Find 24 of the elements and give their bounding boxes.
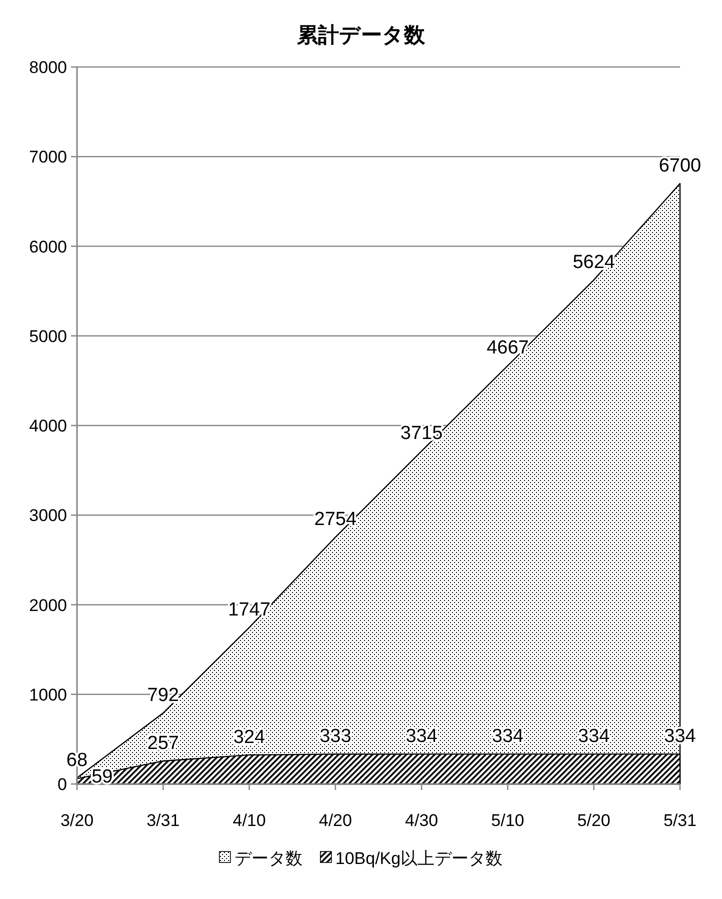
legend-label: データ数 bbox=[234, 849, 302, 868]
x-tick-label: 5/20 bbox=[577, 811, 610, 830]
x-tick-label: 3/20 bbox=[60, 811, 94, 830]
data-label: 68 bbox=[66, 750, 88, 771]
y-tick-label: 5000 bbox=[29, 326, 67, 346]
x-tick-label: 4/20 bbox=[318, 811, 352, 830]
data-label: 792 bbox=[147, 685, 179, 706]
y-tick-label: 8000 bbox=[29, 58, 67, 77]
x-tick-label: 4/10 bbox=[232, 811, 266, 830]
x-tick-label: 3/31 bbox=[146, 811, 180, 830]
legend-label: 10Bq/Kg以上データ数 bbox=[335, 849, 503, 868]
data-label: 4667 bbox=[486, 338, 529, 359]
x-tick-label: 5/31 bbox=[663, 811, 697, 830]
y-tick-label: 3000 bbox=[29, 506, 67, 526]
data-label: 6700 bbox=[658, 156, 702, 177]
x-tick-label: 4/30 bbox=[405, 811, 438, 830]
y-tick-label: 4000 bbox=[29, 416, 67, 436]
y-tick-label: 0 bbox=[58, 775, 67, 794]
y-tick-label: 1000 bbox=[29, 685, 67, 704]
chart-title: 累計データ数 bbox=[296, 24, 426, 47]
y-tick-label: 6000 bbox=[29, 237, 67, 256]
y-tick-label: 2000 bbox=[29, 596, 67, 615]
x-tick-label: 5/10 bbox=[491, 811, 524, 830]
y-tick-label: 7000 bbox=[29, 148, 67, 167]
